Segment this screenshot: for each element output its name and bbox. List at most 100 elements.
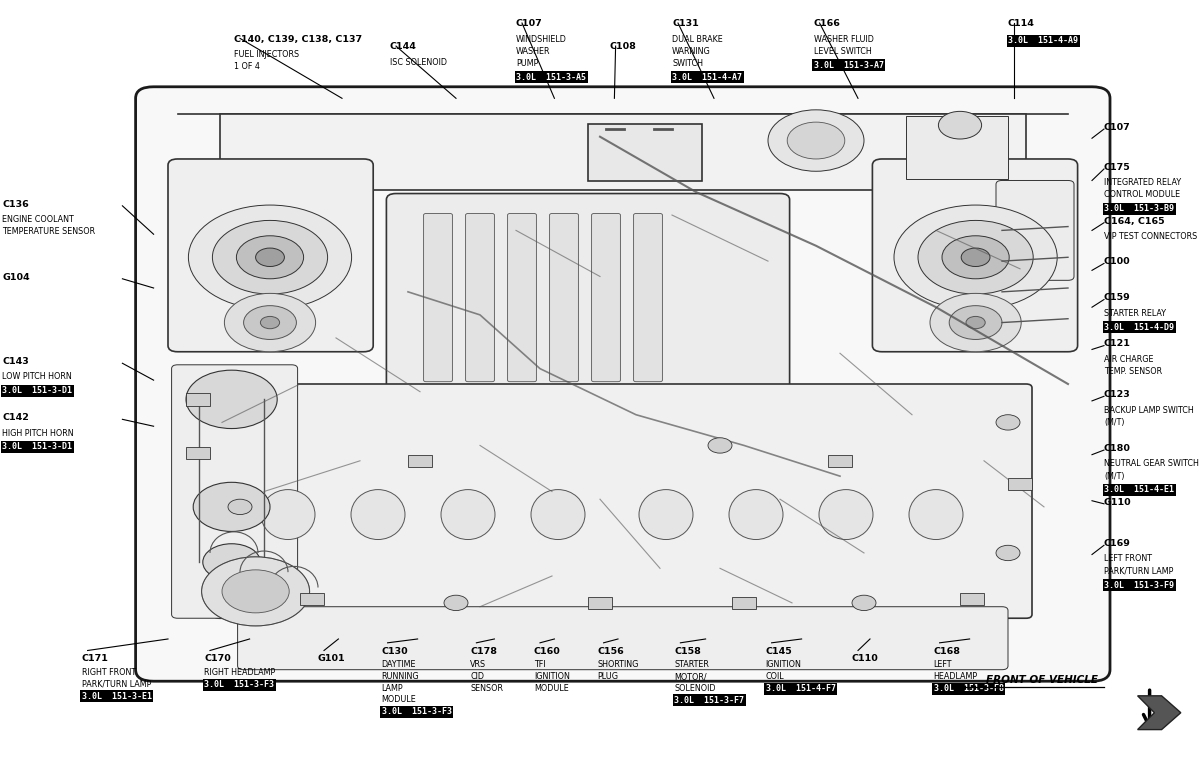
Text: 3.0L  151-3-B9: 3.0L 151-3-B9 (1104, 204, 1174, 214)
Text: C114: C114 (1008, 19, 1034, 28)
Polygon shape (1138, 696, 1181, 730)
Text: IGNITION: IGNITION (766, 660, 802, 670)
Circle shape (202, 557, 310, 626)
Circle shape (961, 248, 990, 266)
Circle shape (444, 595, 468, 611)
Text: CONTROL MODULE: CONTROL MODULE (1104, 190, 1180, 200)
Ellipse shape (352, 490, 406, 539)
Text: WINDSHIELD: WINDSHIELD (516, 35, 566, 44)
FancyBboxPatch shape (220, 114, 1026, 190)
Text: DAYTIME: DAYTIME (382, 660, 416, 670)
Text: C142: C142 (2, 413, 29, 422)
Circle shape (186, 370, 277, 429)
Text: C158: C158 (674, 647, 701, 656)
Text: TEMP. SENSOR: TEMP. SENSOR (1104, 367, 1162, 376)
FancyBboxPatch shape (960, 593, 984, 605)
Text: COIL: COIL (766, 672, 785, 681)
Text: TEMPERATURE SENSOR: TEMPERATURE SENSOR (2, 227, 96, 237)
FancyBboxPatch shape (634, 214, 662, 382)
Text: AIR CHARGE: AIR CHARGE (1104, 355, 1153, 364)
Text: C130: C130 (382, 647, 408, 656)
Text: C100: C100 (1104, 257, 1130, 266)
Text: C107: C107 (1104, 123, 1130, 132)
Ellipse shape (730, 490, 784, 539)
Text: SOLENOID: SOLENOID (674, 684, 716, 693)
Text: FRONT OF VEHICLE: FRONT OF VEHICLE (986, 675, 1098, 685)
FancyBboxPatch shape (1008, 478, 1032, 490)
Text: SHORTING: SHORTING (598, 660, 638, 670)
Text: C123: C123 (1104, 390, 1130, 399)
Text: WASHER: WASHER (516, 47, 551, 56)
FancyBboxPatch shape (186, 393, 210, 406)
Text: FUEL INJECTORS: FUEL INJECTORS (234, 50, 299, 59)
Circle shape (938, 111, 982, 139)
Text: C160: C160 (534, 647, 560, 656)
Text: C156: C156 (598, 647, 624, 656)
FancyBboxPatch shape (168, 159, 373, 352)
FancyBboxPatch shape (508, 214, 536, 382)
Text: CID: CID (470, 672, 485, 681)
Text: PUMP: PUMP (516, 59, 539, 68)
Text: SENSOR: SENSOR (470, 684, 504, 693)
Text: VRS: VRS (470, 660, 486, 670)
Text: 3.0L  151-3-F9: 3.0L 151-3-F9 (1104, 581, 1174, 590)
Text: C110: C110 (852, 654, 878, 664)
Circle shape (244, 306, 296, 339)
FancyBboxPatch shape (550, 214, 578, 382)
Text: PARK/TURN LAMP: PARK/TURN LAMP (1104, 567, 1174, 576)
Text: SWITCH: SWITCH (672, 59, 703, 68)
Text: C144: C144 (390, 42, 416, 51)
Text: C145: C145 (766, 647, 792, 656)
Circle shape (852, 595, 876, 611)
Text: MODULE: MODULE (534, 684, 569, 693)
Text: IGNITION: IGNITION (534, 672, 570, 681)
Text: WASHER FLUID: WASHER FLUID (814, 35, 874, 44)
Text: 3.0L  151-4-A7: 3.0L 151-4-A7 (672, 73, 742, 82)
Circle shape (256, 248, 284, 266)
Text: WARNING: WARNING (672, 47, 710, 56)
Text: C143: C143 (2, 357, 29, 366)
Text: LEFT FRONT: LEFT FRONT (1104, 554, 1152, 564)
Text: BACKUP LAMP SWITCH: BACKUP LAMP SWITCH (1104, 406, 1194, 415)
Text: (M/T): (M/T) (1104, 472, 1124, 481)
FancyBboxPatch shape (424, 214, 452, 382)
Text: 3.0L  151-4-D9: 3.0L 151-4-D9 (1104, 323, 1174, 332)
FancyBboxPatch shape (408, 455, 432, 467)
Circle shape (222, 570, 289, 613)
Text: 3.0L  151-4-E1: 3.0L 151-4-E1 (1104, 485, 1174, 495)
Text: C131: C131 (672, 19, 698, 28)
Text: G104: G104 (2, 273, 30, 282)
FancyBboxPatch shape (588, 597, 612, 609)
Text: RUNNING: RUNNING (382, 672, 419, 681)
Text: 3.0L  151-3-E1: 3.0L 151-3-E1 (82, 692, 151, 701)
Text: G101: G101 (318, 654, 346, 664)
Text: HEADLAMP: HEADLAMP (934, 672, 978, 681)
Text: VIP TEST CONNECTORS: VIP TEST CONNECTORS (1104, 232, 1198, 241)
Text: 3.0L  151-3-F3: 3.0L 151-3-F3 (382, 707, 451, 717)
Circle shape (224, 293, 316, 352)
Circle shape (894, 205, 1057, 310)
Text: C140, C139, C138, C137: C140, C139, C138, C137 (234, 35, 362, 44)
Circle shape (966, 316, 985, 329)
Text: G110: G110 (1104, 498, 1132, 507)
Circle shape (203, 544, 260, 581)
Circle shape (768, 110, 864, 171)
Circle shape (228, 499, 252, 515)
Text: LEVEL SWITCH: LEVEL SWITCH (814, 47, 871, 56)
Text: ENGINE COOLANT: ENGINE COOLANT (2, 215, 74, 224)
Text: MOTOR/: MOTOR/ (674, 672, 707, 681)
FancyBboxPatch shape (906, 116, 1008, 179)
Circle shape (930, 293, 1021, 352)
Text: TFI: TFI (534, 660, 546, 670)
Circle shape (996, 545, 1020, 561)
FancyBboxPatch shape (466, 214, 494, 382)
Ellipse shape (262, 490, 314, 539)
Circle shape (996, 415, 1020, 430)
Text: STARTER: STARTER (674, 660, 709, 670)
FancyBboxPatch shape (300, 593, 324, 605)
Text: MODULE: MODULE (382, 695, 416, 704)
Text: HIGH PITCH HORN: HIGH PITCH HORN (2, 429, 74, 438)
Text: 3.0L  151-3-F3: 3.0L 151-3-F3 (204, 680, 274, 690)
FancyBboxPatch shape (172, 365, 298, 618)
Text: PARK/TURN LAMP: PARK/TURN LAMP (82, 680, 151, 689)
